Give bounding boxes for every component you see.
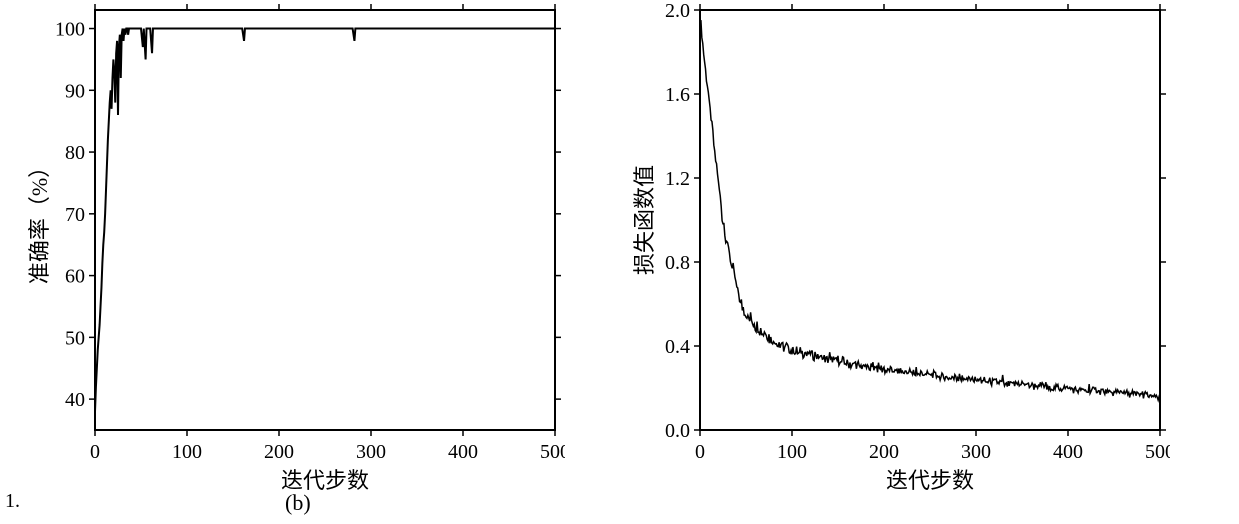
svg-text:0: 0 <box>90 441 100 463</box>
svg-text:500: 500 <box>540 441 565 463</box>
svg-text:90: 90 <box>65 80 85 102</box>
svg-text:200: 200 <box>869 441 899 463</box>
svg-text:损失函数值: 损失函数值 <box>632 165 657 275</box>
svg-text:1.6: 1.6 <box>665 84 690 106</box>
svg-text:准确率（%）: 准确率（%） <box>27 156 52 284</box>
accuracy-chart: 0100200300400500405060708090100迭代步数准确率（%… <box>20 0 565 500</box>
svg-text:2.0: 2.0 <box>665 0 690 22</box>
svg-text:100: 100 <box>172 441 202 463</box>
loss-chart: 0 100 200 300 400 500 0.0 0.4 0.8 1.2 1.6 2.0 迭代步数 损失… <box>625 0 1170 500</box>
svg-text:迭代步数: 迭代步数 <box>886 468 974 493</box>
svg-text:70: 70 <box>65 204 85 226</box>
svg-text:500: 500 <box>1145 441 1170 463</box>
svg-text:0.8: 0.8 <box>665 252 690 274</box>
svg-text:0: 0 <box>695 441 705 463</box>
svg-text:60: 60 <box>65 266 85 288</box>
svg-text:0.4: 0.4 <box>665 336 690 358</box>
subfigure-b-label: (b) <box>285 490 311 516</box>
svg-text:200: 200 <box>264 441 294 463</box>
svg-text:400: 400 <box>448 441 478 463</box>
svg-text:100: 100 <box>777 441 807 463</box>
svg-text:100: 100 <box>55 19 85 41</box>
svg-text:1.2: 1.2 <box>665 168 690 190</box>
svg-text:50: 50 <box>65 327 85 349</box>
svg-text:40: 40 <box>65 389 85 411</box>
svg-text:80: 80 <box>65 142 85 164</box>
svg-text:300: 300 <box>356 441 386 463</box>
svg-text:400: 400 <box>1053 441 1083 463</box>
figure-number-label: 1. <box>5 490 20 513</box>
svg-text:300: 300 <box>961 441 991 463</box>
figure-container: 0 100 200 300 400 500 40 50 60 70 80 90 100 迭代步数 准确率（%… <box>0 0 1239 524</box>
svg-text:0.0: 0.0 <box>665 420 690 442</box>
